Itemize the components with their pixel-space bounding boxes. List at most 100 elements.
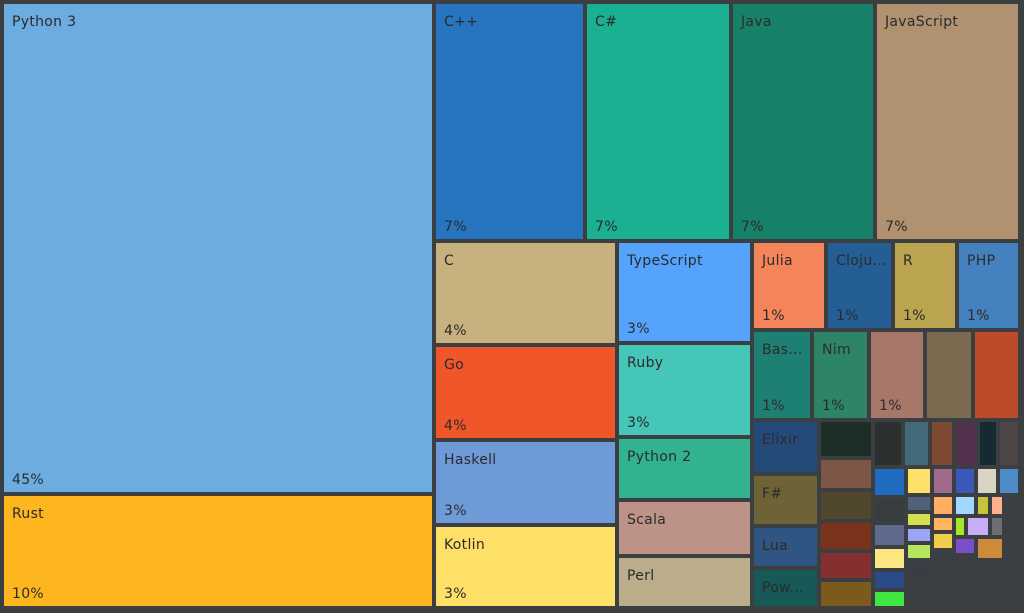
treemap-minor-tile: [906, 512, 932, 527]
treemap-minor-tile: [819, 580, 873, 608]
treemap-minor-tile: [903, 420, 930, 467]
treemap-minor-tile: [990, 516, 1004, 537]
treemap-minor-tile: [819, 521, 873, 551]
tile-label: Kotlin: [444, 537, 485, 553]
treemap-minor-tile: [954, 537, 976, 555]
tile-label: C#: [595, 14, 618, 30]
treemap-tile-unlabeled-22: [925, 330, 973, 420]
tile-percent-label: 1%: [836, 308, 859, 324]
tile-percent-label: 7%: [885, 219, 908, 235]
treemap-tile-php: PHP 1%: [957, 241, 1020, 330]
tile-percent-label: 1%: [762, 398, 785, 414]
treemap-tile-julia: Julia 1%: [752, 241, 826, 330]
tile-label: C++: [444, 14, 479, 30]
tile-percent-label: 3%: [627, 321, 650, 337]
treemap-minor-tile: [819, 458, 873, 490]
treemap-minor-tile: [906, 543, 932, 560]
treemap-tile-c-: C++ 7%: [434, 2, 585, 241]
treemap-minor-tile: [978, 420, 998, 467]
treemap-minor-tile: [954, 495, 976, 516]
treemap-minor-tile: [906, 467, 932, 495]
treemap-tile-python-2: Python 2: [617, 437, 752, 500]
treemap-minor-tile: [954, 467, 976, 495]
tile-label: F#: [762, 486, 783, 502]
treemap-tile-go: Go 4%: [434, 345, 617, 440]
tile-percent-label: 1%: [903, 308, 926, 324]
tile-label: Ruby: [627, 355, 664, 371]
treemap-minor-tile: [873, 523, 906, 547]
tile-percent-label: 3%: [627, 415, 650, 431]
tile-label: Cloju...: [836, 253, 887, 269]
treemap-minor-tile: [819, 490, 873, 521]
tile-label: TypeScript: [627, 253, 703, 269]
tile-label: Elixir: [762, 432, 799, 448]
tile-label: C: [444, 253, 455, 269]
tile-label: Python 2: [627, 449, 692, 465]
treemap-minor-tile: [906, 527, 932, 543]
treemap-minor-tile: [873, 497, 906, 523]
treemap-tile-perl: Perl: [617, 556, 752, 608]
tile-label: R: [903, 253, 914, 269]
treemap-minor-tile: [932, 516, 954, 532]
treemap-minor-tile: [998, 420, 1020, 467]
treemap-minor-tile: [906, 495, 932, 512]
tile-label: Nim: [822, 342, 851, 358]
treemap-minor-tile: [976, 537, 1004, 560]
treemap-minor-tile: [976, 495, 990, 516]
treemap-tile-typescript: TypeScript 3%: [617, 241, 752, 343]
tile-percent-label: 3%: [444, 586, 467, 602]
tile-label: Rust: [12, 506, 44, 522]
tile-label: Bas...: [762, 342, 803, 358]
treemap-minor-tile: [990, 495, 1004, 516]
treemap-tile-nim: Nim 1%: [812, 330, 869, 420]
treemap-minor-tile: [954, 420, 978, 467]
treemap-tile-bash: Bas... 1%: [752, 330, 812, 420]
tile-percent-label: 4%: [444, 323, 467, 339]
tile-label: Pow...: [762, 580, 804, 596]
tile-label: Haskell: [444, 452, 497, 468]
tile-label: JavaScript: [885, 14, 959, 30]
tile-percent-label: 4%: [444, 418, 467, 434]
treemap-tile-lua: Lua: [752, 526, 819, 568]
tile-percent-label: 1%: [967, 308, 990, 324]
tile-percent-label: 1%: [762, 308, 785, 324]
tile-percent-label: 1%: [879, 398, 902, 414]
tile-percent-label: 10%: [12, 586, 45, 602]
treemap-minor-tile: [873, 420, 903, 467]
treemap-minor-tile: [932, 532, 954, 550]
treemap-minor-tile: [932, 467, 954, 495]
treemap-tile-scala: Scala: [617, 500, 752, 556]
tile-percent-label: 7%: [595, 219, 618, 235]
treemap-tile-ruby: Ruby 3%: [617, 343, 752, 437]
tile-label: Lua: [762, 538, 788, 554]
treemap-minor-tile: [966, 516, 990, 537]
treemap-tile-clojure: Cloju... 1%: [826, 241, 893, 330]
treemap-minor-tile: [930, 420, 954, 467]
tile-label: Python 3: [12, 14, 77, 30]
treemap-tile-rust: Rust 10%: [2, 494, 434, 608]
tile-label: Julia: [762, 253, 793, 269]
tile-label: PHP: [967, 253, 996, 269]
tile-label: Go: [444, 357, 465, 373]
treemap-tile-c-: C# 7%: [585, 2, 731, 241]
treemap-tile-elixir: Elixir: [752, 420, 819, 474]
tile-percent-label: 7%: [741, 219, 764, 235]
treemap-tile-javascript: JavaScript 7%: [875, 2, 1020, 241]
treemap-minor-tile: [932, 495, 954, 516]
tile-percent-label: 45%: [12, 472, 45, 488]
treemap-tile-java: Java 7%: [731, 2, 875, 241]
treemap-tile-powershell: Pow...: [752, 568, 819, 608]
treemap-tile-unlabeled-21: 1%: [869, 330, 925, 420]
treemap-minor-tile: [873, 467, 906, 497]
tile-label: Perl: [627, 568, 655, 584]
treemap-minor-tile: [906, 560, 932, 578]
treemap-minor-tile: [819, 420, 873, 458]
tile-label: Scala: [627, 512, 667, 528]
treemap-minor-tile: [976, 467, 998, 495]
treemap-minor-tile: [873, 590, 906, 608]
tile-label: Java: [741, 14, 772, 30]
treemap-minor-tile: [954, 516, 966, 537]
tile-percent-label: 1%: [822, 398, 845, 414]
tile-percent-label: 3%: [444, 503, 467, 519]
